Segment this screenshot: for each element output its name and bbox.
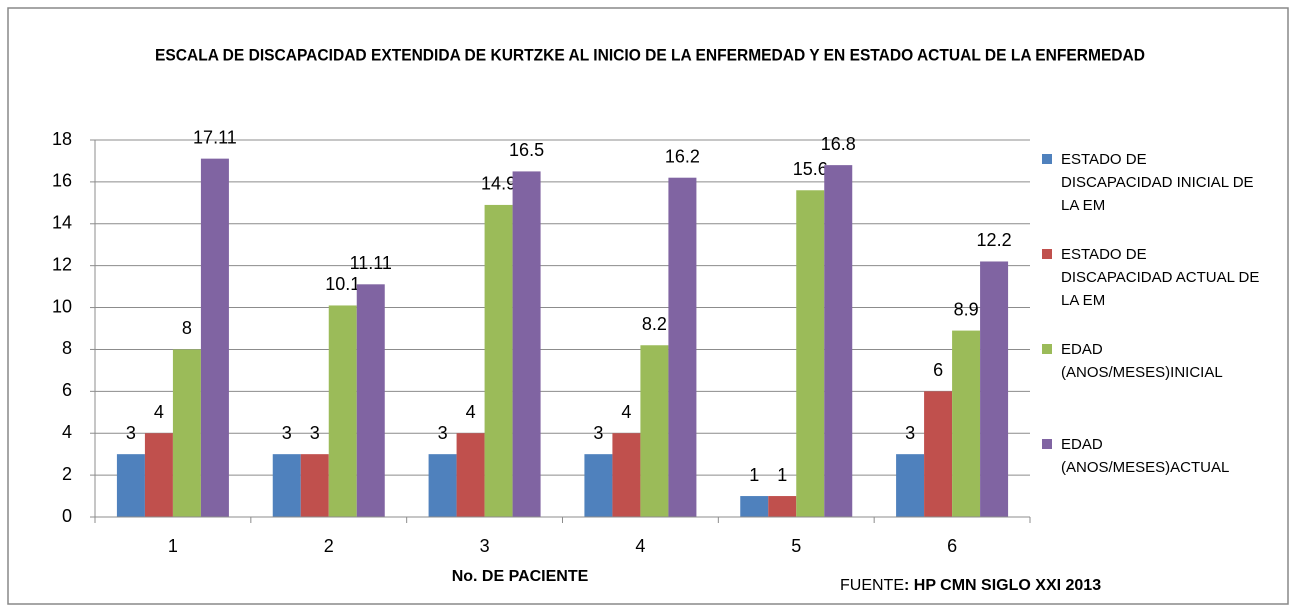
chart-title: ESCALA DE DISCAPACIDAD EXTENDIDA DE KURT…	[155, 45, 1145, 64]
bar	[484, 204, 513, 517]
bar	[980, 261, 1009, 517]
legend-label: ESTADO DE DISCAPACIDAD ACTUAL DE LA EM	[1061, 246, 1260, 309]
bar	[952, 330, 981, 517]
x-tick-label: 5	[791, 536, 801, 556]
data-label: 15.6	[793, 159, 828, 179]
data-label: 17.11	[193, 127, 237, 147]
data-label: 4	[154, 402, 164, 422]
data-label: 3	[905, 423, 915, 443]
data-label: 11.11	[350, 253, 392, 273]
x-tick-label: 3	[480, 536, 490, 556]
bar	[172, 349, 201, 517]
y-tick-label: 16	[52, 171, 72, 191]
y-tick-label: 18	[52, 129, 72, 149]
bar	[512, 171, 541, 517]
bar	[640, 345, 669, 517]
data-label: 3	[438, 423, 448, 443]
legend-swatch	[1042, 439, 1052, 449]
data-label: 16.2	[665, 146, 700, 166]
bar	[356, 284, 385, 517]
data-label: 3	[593, 423, 603, 443]
bar	[428, 454, 457, 517]
y-tick-label: 8	[62, 338, 72, 358]
legend-entry: EDAD (ANOS/MESES)INICIAL	[1042, 338, 1282, 433]
data-label: 6	[933, 360, 943, 380]
x-tick-label: 6	[947, 536, 957, 556]
bar	[200, 158, 229, 517]
x-axis-label: No. DE PACIENTE	[452, 568, 589, 585]
x-tick-label: 1	[168, 536, 178, 556]
bar	[768, 496, 797, 517]
legend-label: ESTADO DE DISCAPACIDAD INICIAL DE LA EM	[1061, 151, 1254, 214]
legend-swatch	[1042, 249, 1052, 259]
data-label: 4	[621, 402, 631, 422]
data-label: 1	[749, 465, 759, 485]
legend: ESTADO DE DISCAPACIDAD INICIAL DE LA EM E…	[1042, 148, 1282, 528]
bar	[924, 391, 953, 517]
bar	[584, 454, 613, 517]
source: FUENTE: HP CMN SIGLO XXI 2013	[840, 577, 1101, 594]
bar	[116, 454, 145, 517]
legend-label: EDAD (ANOS/MESES)INICIAL	[1061, 341, 1223, 381]
legend-entry: EDAD (ANOS/MESES)ACTUAL	[1042, 433, 1282, 528]
data-label: 3	[310, 423, 320, 443]
y-tick-label: 0	[62, 506, 72, 526]
data-label: 4	[466, 402, 476, 422]
legend-entry: ESTADO DE DISCAPACIDAD ACTUAL DE LA EM	[1042, 243, 1282, 338]
bar	[144, 433, 173, 517]
legend-entry: ESTADO DE DISCAPACIDAD INICIAL DE LA EM	[1042, 148, 1282, 243]
legend-swatch	[1042, 154, 1052, 164]
y-tick-label: 2	[62, 464, 72, 484]
x-tick-label: 4	[635, 536, 645, 556]
data-label: 14.9	[481, 174, 516, 194]
y-tick-label: 10	[52, 296, 72, 316]
bar	[300, 454, 329, 517]
bar	[668, 177, 697, 517]
bar	[824, 165, 853, 517]
y-tick-label: 14	[52, 213, 72, 233]
bar	[612, 433, 641, 517]
data-label: 16.8	[821, 134, 856, 154]
data-label: 8.2	[642, 314, 667, 334]
data-label: 8	[182, 318, 192, 338]
data-label: 1	[777, 465, 787, 485]
data-label: 3	[282, 423, 292, 443]
x-tick-label: 2	[324, 536, 334, 556]
bar	[796, 190, 825, 517]
legend-label: EDAD (ANOS/MESES)ACTUAL	[1061, 436, 1230, 476]
data-label: 8.9	[954, 299, 979, 319]
bar	[456, 433, 485, 517]
y-tick-label: 12	[52, 254, 72, 274]
data-label: 16.5	[509, 140, 544, 160]
y-tick-label: 4	[62, 422, 72, 442]
data-label: 12.2	[977, 230, 1012, 250]
legend-swatch	[1042, 344, 1052, 354]
data-label: 3	[126, 423, 136, 443]
bar	[328, 305, 357, 517]
data-label: 10.1	[325, 274, 360, 294]
bar	[896, 454, 925, 517]
bar	[272, 454, 301, 517]
source-prefix: FUENTE	[840, 577, 904, 594]
source-text: : HP CMN SIGLO XXI 2013	[904, 577, 1101, 594]
bar	[740, 496, 769, 517]
y-tick-label: 6	[62, 380, 72, 400]
